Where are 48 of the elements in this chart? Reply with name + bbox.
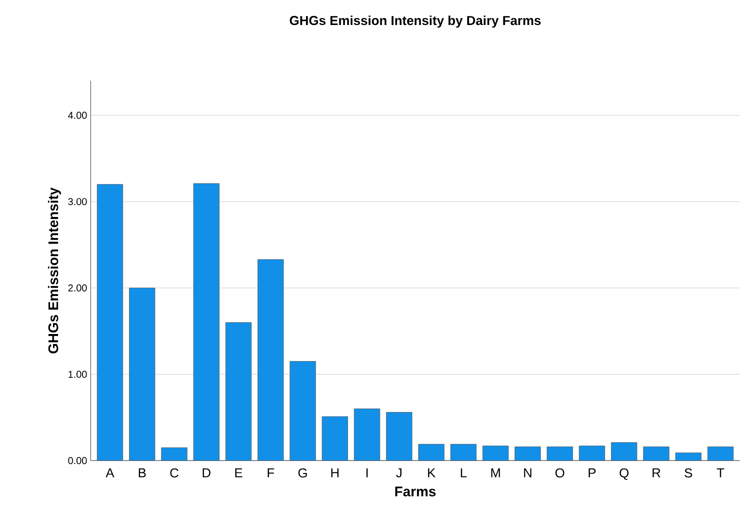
bar: [290, 361, 316, 461]
bar: [322, 416, 348, 461]
bar: [676, 452, 702, 461]
x-tick-label: B: [138, 468, 146, 478]
bar: [707, 446, 734, 461]
bar: [354, 408, 380, 461]
bar: [450, 444, 476, 461]
bar: [418, 444, 444, 461]
bar: [546, 446, 573, 461]
x-tick-label: G: [298, 468, 307, 478]
bar: [96, 184, 124, 461]
x-tick-label: A: [106, 468, 114, 478]
y-tick-label: 3.00: [68, 198, 87, 206]
x-axis-title: Farms: [395, 486, 436, 496]
x-tick-label: R: [652, 468, 660, 478]
x-tick-label: C: [170, 468, 178, 478]
bar: [258, 259, 284, 461]
chart-title: GHGs Emission Intensity by Dairy Farms: [290, 16, 541, 28]
x-tick-label: F: [268, 468, 274, 478]
x-tick-label: J: [396, 468, 402, 478]
x-tick-label: I: [366, 468, 368, 478]
bar: [129, 288, 156, 461]
bar: [386, 412, 412, 461]
x-tick-label: N: [524, 468, 532, 478]
y-tick-label: 1.00: [68, 370, 87, 378]
x-tick-label: O: [555, 468, 564, 478]
x-tick-label: D: [202, 468, 210, 478]
bar: [193, 183, 220, 461]
bar: [578, 446, 606, 461]
x-tick-label: S: [684, 468, 692, 478]
bar: [643, 446, 670, 461]
x-tick-label: H: [331, 468, 339, 478]
y-tick-label: 4.00: [68, 112, 87, 119]
x-tick-label: P: [588, 468, 596, 478]
y-axis-title: GHGs Emission Intensity: [48, 187, 61, 354]
bar: [482, 446, 509, 461]
x-tick-label: E: [235, 468, 242, 478]
bar: [225, 322, 252, 461]
x-tick-label: K: [428, 468, 436, 478]
y-tick-label: 2.00: [68, 284, 87, 292]
y-tick-label: 0.00: [68, 457, 87, 464]
x-tick-label: T: [716, 468, 724, 478]
bar: [611, 442, 638, 461]
x-tick-label: L: [460, 468, 467, 478]
x-tick-label: Q: [620, 468, 629, 480]
bar: [161, 448, 188, 461]
bar: [514, 446, 541, 461]
x-tick-label: M: [491, 468, 500, 478]
